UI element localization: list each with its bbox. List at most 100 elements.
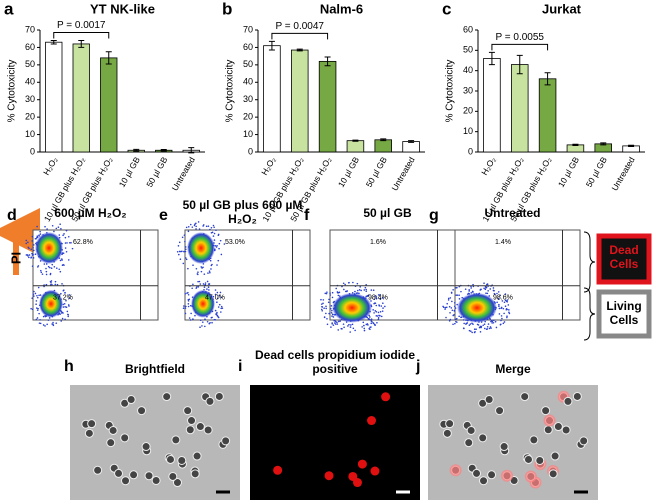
bar xyxy=(374,139,392,153)
flow-event xyxy=(212,235,215,237)
flow-event xyxy=(176,250,179,253)
flow-event xyxy=(347,281,350,284)
y-axis-label: % Cytotoxicity xyxy=(225,60,236,123)
flow-event xyxy=(347,325,349,327)
error-bar xyxy=(352,139,359,142)
flow-event xyxy=(204,282,207,284)
x-tick-label: Untreated xyxy=(389,155,416,193)
flow-event xyxy=(62,306,65,308)
flow-event xyxy=(44,225,46,228)
flow-event xyxy=(195,225,197,228)
flow-event xyxy=(377,311,380,314)
flow-event xyxy=(468,329,471,332)
flow-event xyxy=(499,294,501,297)
flow-event xyxy=(27,246,30,249)
cell xyxy=(484,395,494,405)
flow-event xyxy=(217,297,219,300)
flow-event xyxy=(221,307,224,309)
y-tick-label: 10 xyxy=(463,126,473,136)
flow-event xyxy=(472,323,474,326)
flow-event xyxy=(471,331,473,334)
flow-event xyxy=(191,226,194,228)
flow-event xyxy=(370,289,373,291)
flow-event xyxy=(201,321,204,323)
cell xyxy=(108,425,118,435)
flow-event xyxy=(67,235,70,238)
stained-overlay xyxy=(524,470,537,483)
y-axis-label: % Cytotoxicity xyxy=(445,60,456,123)
flow-event xyxy=(485,286,487,289)
flow-event xyxy=(382,307,384,309)
flow-event xyxy=(493,293,496,295)
panel-label: e xyxy=(159,207,168,224)
image-title: Brightfield xyxy=(125,362,185,376)
gate-label: Dead Cells xyxy=(609,243,639,271)
cell xyxy=(195,422,205,432)
flow-event xyxy=(375,297,378,300)
flow-event xyxy=(182,307,185,309)
flow-event xyxy=(36,309,39,311)
flow-event xyxy=(338,291,341,294)
flow-density xyxy=(176,221,226,329)
flow-event xyxy=(214,309,217,312)
flow-event xyxy=(64,236,67,239)
micrograph xyxy=(250,385,420,500)
y-tick-label: 70 xyxy=(243,24,253,34)
cell xyxy=(190,469,200,479)
flow-event xyxy=(365,290,368,293)
flow-event xyxy=(346,290,348,292)
flow-event xyxy=(197,280,199,283)
flow-event xyxy=(181,250,183,253)
quadrant-percent: 62.8% xyxy=(73,239,93,246)
flow-event xyxy=(54,280,57,283)
flow-event xyxy=(49,273,52,276)
flow-event xyxy=(219,291,222,294)
flow-event xyxy=(211,321,213,324)
chart-title: Jurkat xyxy=(542,1,582,16)
cell xyxy=(106,438,116,448)
stained-overlay xyxy=(501,469,514,482)
flow-event xyxy=(40,271,43,274)
flow-event xyxy=(205,225,208,228)
flow-event xyxy=(379,293,381,296)
stained-cell xyxy=(367,416,377,426)
flow-event xyxy=(218,303,221,306)
cell xyxy=(171,435,181,445)
bar xyxy=(318,60,337,153)
flow-event xyxy=(453,305,456,308)
p-value: P = 0.0055 xyxy=(496,32,545,43)
flow-event xyxy=(381,296,384,299)
flow-event xyxy=(197,286,200,288)
cell xyxy=(472,468,482,478)
flow-event xyxy=(64,306,66,308)
cell xyxy=(478,433,488,443)
flow-event xyxy=(363,289,366,291)
flow-event xyxy=(456,294,459,296)
flow-event xyxy=(38,294,40,297)
flow-event xyxy=(367,294,370,296)
flow-event xyxy=(470,292,473,294)
chart-title: YT NK-like xyxy=(90,1,155,16)
flow-event xyxy=(45,267,47,270)
flow-event xyxy=(490,327,492,329)
cell xyxy=(144,471,154,481)
flow-event xyxy=(374,302,377,304)
flow-event xyxy=(57,226,60,228)
flow-event xyxy=(42,324,45,326)
flow-event xyxy=(331,309,333,312)
cell xyxy=(478,398,488,408)
flow-event xyxy=(455,317,458,320)
flow-event xyxy=(196,286,198,288)
flow-event xyxy=(202,266,204,269)
flow-event xyxy=(375,310,378,313)
cell xyxy=(187,416,197,426)
bar xyxy=(402,141,420,153)
flow-event xyxy=(491,320,494,323)
flow-event xyxy=(68,241,71,244)
y-tick-label: 60 xyxy=(463,24,473,34)
flow-event xyxy=(62,312,64,314)
bar xyxy=(538,78,557,153)
flow-event xyxy=(190,312,192,315)
flow-event xyxy=(504,293,507,295)
